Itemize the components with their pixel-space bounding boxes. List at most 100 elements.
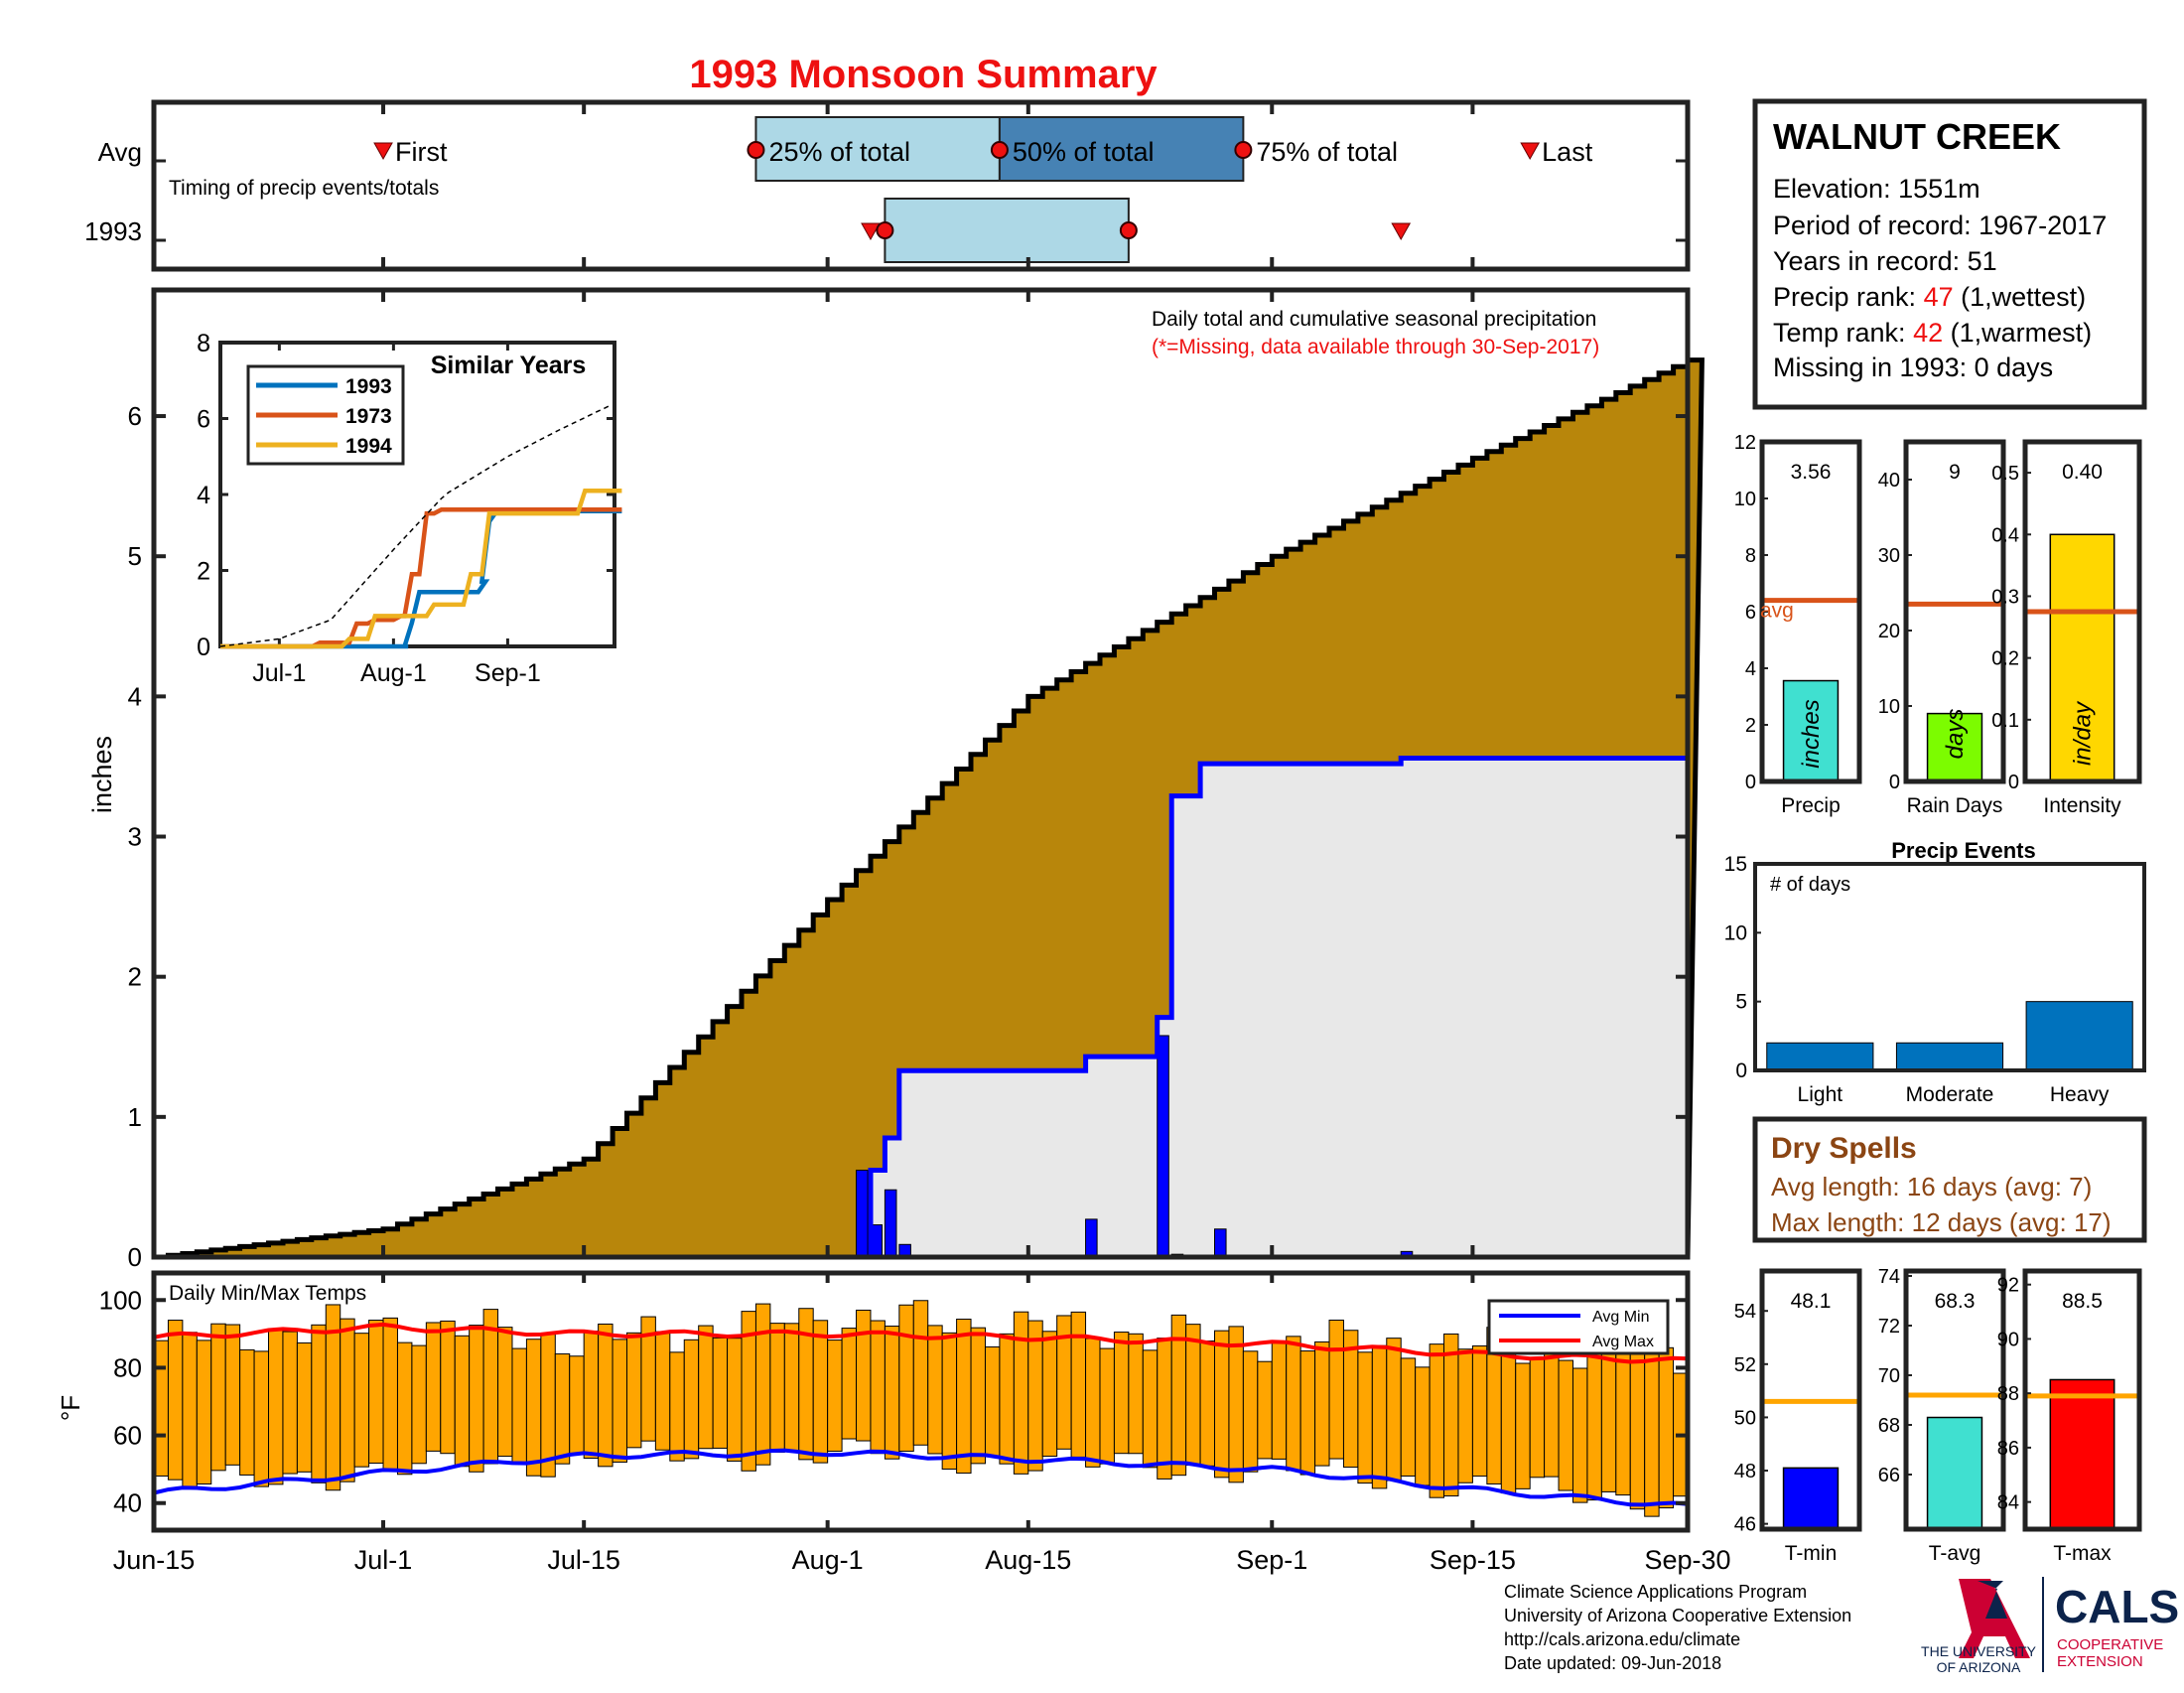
mini-y-tick-label: 8 [1745, 545, 1756, 567]
daily-precip-bar [856, 1169, 869, 1258]
page-title: 1993 Monsoon Summary [689, 53, 1158, 96]
daily-temp-bar [598, 1323, 614, 1468]
dry-spells-title: Dry Spells [1771, 1132, 1917, 1165]
daily-temp-bar [1214, 1330, 1230, 1479]
inset-y-tick-label: 4 [197, 482, 210, 509]
mini-y-tick-label: 46 [1734, 1514, 1756, 1536]
daily-temp-bar [569, 1355, 585, 1455]
mini-value-tavg: 68.3 [1935, 1290, 1976, 1313]
q50-label: 50% of total [1013, 137, 1155, 167]
daily-temp-bar [268, 1330, 284, 1485]
mini-y-tick-label: 74 [1878, 1266, 1900, 1288]
first-label: First [395, 137, 448, 167]
daily-temp-bar [411, 1344, 427, 1465]
mini-y-tick-label: 0 [1745, 772, 1756, 793]
year-first-marker [861, 222, 881, 241]
daily-temp-bar [898, 1304, 914, 1452]
daily-temp-bar [1644, 1338, 1660, 1517]
temp-y-axis: 40 60 80 100 [99, 1285, 1688, 1518]
timing-markers [373, 141, 1541, 241]
daily-temp-bar [956, 1319, 972, 1475]
daily-temp-bar [497, 1327, 513, 1458]
daily-temp-bar [984, 1345, 1001, 1458]
timing-caption: Timing of precip events/totals [169, 177, 439, 200]
daily-temp-bar [1185, 1324, 1201, 1467]
main-y-tick-label: 6 [128, 401, 142, 431]
mini-y-tick-label: 66 [1878, 1465, 1900, 1486]
daily-temp-bar [368, 1320, 384, 1464]
daily-temp-bar [1128, 1333, 1144, 1455]
events-x-label: Heavy [2050, 1083, 2110, 1106]
daily-temp-bar [856, 1309, 872, 1442]
events-y-tick-label: 10 [1724, 921, 1747, 944]
timing-row-avg-label: Avg [98, 137, 142, 167]
last-label: Last [1542, 137, 1593, 167]
year-cumulative-fill [154, 758, 1688, 1257]
season-stat-charts: 0 2 4 6 8 10 12 3.56 Precip inches avg 0 10 20 30 40 9 Ra… [1734, 432, 2142, 817]
missing-note: (*=Missing, data available through 30-Se… [1152, 336, 1599, 358]
daily-temp-bar [1228, 1326, 1244, 1483]
mini-y-tick-label: 88 [1997, 1383, 2019, 1405]
daily-temp-bar [583, 1331, 600, 1460]
mini-value-intensity: 0.40 [2062, 461, 2103, 484]
legend-avg-min: Avg Min [1592, 1309, 1650, 1326]
mini-value-rain-days: 9 [1949, 461, 1961, 484]
daily-temp-bar [525, 1339, 542, 1477]
daily-temp-bar [999, 1333, 1015, 1465]
mini-chart-frame [2022, 1268, 2142, 1532]
mini-bar-intensity [2049, 533, 2116, 782]
daily-temp-bar [1070, 1311, 1087, 1458]
mini-label-precip: Precip [1781, 794, 1841, 817]
mini-y-tick-label: 0 [1889, 772, 1900, 793]
daily-temp-bar [1357, 1351, 1373, 1484]
daily-temp-bar [727, 1338, 743, 1462]
temp-stat-charts: 46 48 50 52 54 48.1 T-min 66 68 70 72 74 68.3 T-avg 84… [1734, 1266, 2142, 1565]
ua-text-2: OF ARIZONA [1937, 1659, 2021, 1675]
main-ylabel: inches [87, 736, 117, 813]
mini-chart-tmin: 46 48 50 52 54 48.1 T-min [1734, 1268, 1862, 1565]
avg-q75-marker [1234, 141, 1253, 159]
daily-temp-bar [1429, 1343, 1445, 1498]
mini-y-tick-label: 50 [1734, 1407, 1756, 1429]
temp-y-tick-label: 60 [113, 1421, 142, 1451]
station-elevation: Elevation: 1551m [1773, 174, 1980, 204]
daily-temp-bar [1471, 1344, 1488, 1478]
q25-label: 25% of total [768, 137, 910, 167]
daily-temp-bar [1386, 1338, 1402, 1481]
daily-temp-bar [625, 1332, 642, 1449]
inset-legend-items: 1993 1973 1994 [256, 375, 392, 458]
events-x-label: Moderate [1906, 1083, 1994, 1106]
main-y-tick-label: 5 [128, 541, 142, 571]
mini-chart-frame [1903, 439, 2006, 784]
mini-unit-intensity: in/day [2070, 700, 2097, 766]
mini-avg-label: avg [1760, 600, 1794, 623]
year-q25-marker [876, 221, 894, 239]
mini-y-tick-label: 0.1 [1991, 710, 2019, 732]
mini-y-tick-label: 90 [1997, 1329, 2019, 1350]
avg-q25-q50-box [754, 116, 1001, 182]
events-bar-light [1766, 1042, 1874, 1071]
mini-y-tick-label: 54 [1734, 1301, 1756, 1323]
dry-spells-avg: Avg length: 16 days (avg: 7) [1771, 1172, 2092, 1201]
inset-axes: 0 2 4 6 8 Jul-1 Aug-1 Sep-1 [197, 330, 614, 687]
x-tick-label: Sep-1 [1236, 1545, 1307, 1575]
timing-row-year-label: 1993 [84, 216, 142, 246]
footer-line4: Date updated: 09-Jun-2018 [1504, 1653, 1721, 1673]
daily-temp-bar [1257, 1360, 1273, 1460]
main-y-tick-label: 1 [128, 1102, 142, 1132]
mini-label-intensity: Intensity [2043, 794, 2121, 817]
x-tick-label: Jul-1 [354, 1545, 413, 1575]
daily-temp-bar [1371, 1344, 1388, 1489]
mini-y-tick-label: 6 [1745, 602, 1756, 624]
main-y-tick-label: 2 [128, 962, 142, 992]
daily-temp-bar [511, 1347, 527, 1464]
daily-temp-bar [540, 1334, 556, 1478]
main-precip-panel: 0 1 2 3 4 5 6 inches Daily total and cumulativ… [87, 287, 1705, 1272]
events-title: Precip Events [1891, 838, 2036, 863]
station-missing: Missing in 1993: 0 days [1773, 353, 2053, 382]
daily-temp-bar [340, 1318, 355, 1482]
cals-sub-1: COOPERATIVE [2057, 1636, 2163, 1653]
daily-precip-bar [1085, 1218, 1098, 1258]
cals-logo: CALS [2055, 1581, 2179, 1632]
